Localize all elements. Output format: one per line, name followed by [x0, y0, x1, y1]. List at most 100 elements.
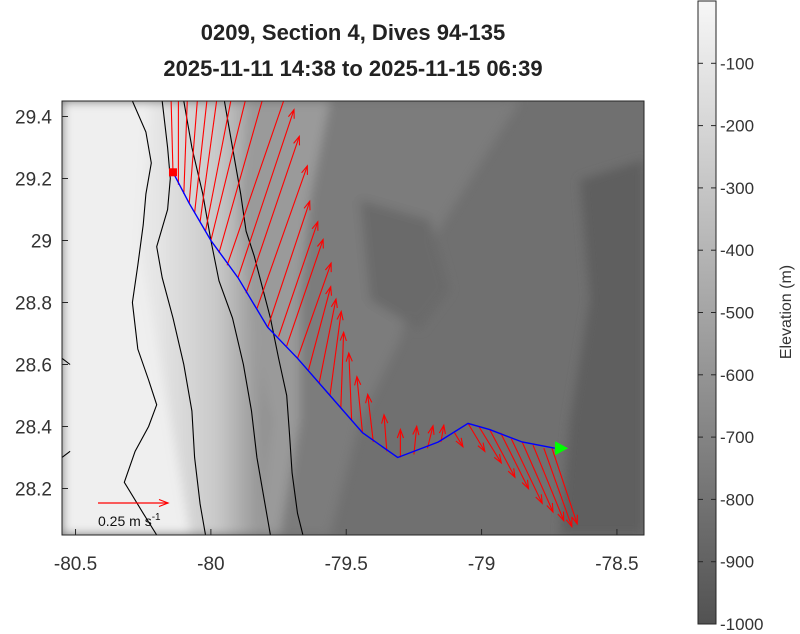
isobath-1: [123, 101, 158, 535]
vector-34: [500, 432, 530, 489]
vector-4: [188, 101, 198, 204]
vector-head-10: [283, 86, 289, 95]
vector-35: [510, 438, 543, 504]
colorbar-label: Elevation (m): [778, 265, 795, 359]
vector-head-5: [213, 8, 219, 17]
x-tick-label-3: -79.5: [325, 554, 368, 575]
y-axis: 28.2 28.4 28.6 28.8 29 29.2 29.4: [15, 108, 68, 501]
chart-title-line-1: 0209, Section 4, Dives 94-135: [201, 20, 506, 45]
vector-head-11: [287, 108, 295, 119]
x-tick-label-4: -79: [468, 554, 495, 575]
vector-15: [278, 221, 319, 337]
cb-tick-label-10: -1000: [720, 615, 763, 634]
cb-tick-label-2: -200: [720, 117, 754, 136]
inner-shelf-region: [62, 101, 190, 535]
vector-38: [543, 448, 573, 527]
scale-label-exponent: -1: [152, 512, 161, 523]
vector-head-27: [412, 424, 420, 436]
vector-head-24: [365, 392, 373, 404]
x-tick-label-2: -80: [197, 554, 224, 575]
chart-title-line-2: 2025-11-11 14:38 to 2025-11-15 06:39: [163, 56, 542, 81]
vector-head-22: [345, 351, 353, 362]
plateau-patch: [360, 200, 450, 330]
vector-21: [340, 332, 345, 408]
vector-39: [551, 448, 578, 524]
cb-tick-label-8: -800: [720, 490, 754, 509]
vector-24: [367, 394, 374, 443]
glider-track: [172, 171, 555, 459]
vector-head-23: [354, 375, 362, 386]
vector-27: [413, 426, 418, 455]
x-axis: -80.5 -80 -79.5 -79 -78.5: [54, 529, 639, 575]
vector-head-26: [396, 427, 405, 439]
vector-22: [348, 353, 353, 421]
vector-head-16: [316, 237, 324, 249]
vector-head-36: [546, 502, 554, 514]
vector-head-15: [311, 220, 319, 231]
vector-11: [237, 109, 295, 278]
x-tick-label-1: -80.5: [54, 554, 97, 575]
vector-head-18: [325, 285, 333, 296]
scale-label-main: 0.25 m s: [98, 513, 152, 529]
vector-head-37: [557, 511, 565, 523]
y-tick-label-2: 28.4: [15, 418, 52, 439]
vector-head-29: [438, 423, 446, 435]
cb-tick-label-6: -600: [720, 366, 754, 385]
vector-16: [286, 239, 324, 347]
cb-tick-label-1: -100: [720, 54, 754, 73]
vector-30: [454, 432, 464, 447]
vector-head-34: [521, 479, 530, 491]
y-tick-label-6: 29.2: [15, 170, 52, 191]
vector-32: [478, 426, 502, 464]
vector-5: [194, 101, 208, 213]
cb-tick-label-7: -700: [720, 428, 754, 447]
vector-28: [426, 425, 434, 449]
vector-18: [307, 286, 332, 371]
vector-head-12: [293, 134, 301, 146]
vector-20: [329, 311, 342, 396]
axes-frame: [61, 100, 645, 536]
vector-6: [199, 101, 218, 222]
colorbar: -100 -200 -300 -400 -500 -600 -700 -800 -900 -100…: [697, 0, 795, 634]
vector-29: [440, 425, 445, 443]
vector-19: [318, 298, 337, 384]
y-tick-label-3: 28.6: [15, 356, 52, 377]
y-tick-label-4: 28.8: [15, 294, 52, 315]
vector-23: [356, 376, 364, 433]
vector-head-19: [330, 297, 338, 309]
y-tick-label-7: 29.4: [15, 108, 52, 129]
vector-head-25: [381, 413, 389, 424]
vector-33: [489, 429, 516, 478]
vector-17: [296, 262, 332, 359]
x-tick-label-5: -78.5: [595, 554, 638, 575]
vector-10: [226, 101, 285, 266]
vector-head-21: [339, 330, 347, 342]
start-marker: [168, 168, 177, 177]
deep-patch-east: [560, 160, 644, 535]
vector-head-20: [336, 309, 344, 321]
cb-tick-label-9: -900: [720, 553, 754, 572]
vector-12: [245, 136, 300, 294]
map-area: [62, 8, 644, 535]
vector-7: [204, 101, 232, 232]
vector-31: [467, 423, 486, 452]
mid-depth-region: [260, 101, 520, 535]
colorbar-ticks: -100 -200 -300 -400 -500 -600 -700 -800 -900 -100…: [698, 54, 763, 634]
vector-14: [267, 201, 311, 328]
vector-9: [218, 101, 263, 254]
vector-25: [383, 414, 388, 452]
vector-head-35: [535, 494, 543, 505]
cb-tick-label-5: -500: [720, 304, 754, 323]
isobath-4: [223, 101, 304, 535]
isobath-6: [62, 357, 71, 365]
vector-head-13: [301, 164, 308, 175]
vector-head-39: [571, 514, 578, 526]
vector-head-33: [507, 468, 516, 479]
y-tick-label-1: 28.2: [15, 480, 52, 501]
vector-1: [170, 101, 174, 173]
vector-scale: 0.25 m s-1: [98, 498, 170, 529]
vector-head-28: [427, 424, 435, 435]
bathymetry-shading: [62, 101, 644, 535]
vector-head-32: [493, 453, 503, 465]
vector-head-38: [565, 517, 573, 529]
